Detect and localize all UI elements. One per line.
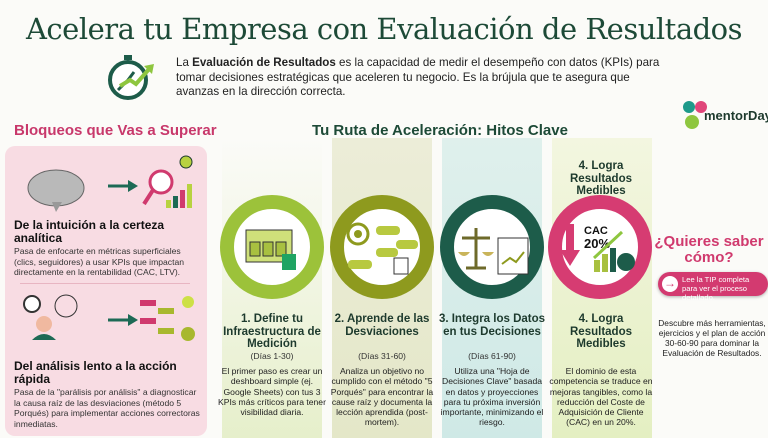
blocker-2-desc: Pasa de la "parálisis por análisis" a di… (14, 387, 200, 429)
scale-document-icon (458, 228, 529, 275)
read-tip-label: Lee la TIP completa para ver el proceso … (682, 275, 750, 302)
step-1-days: (Días 1-30) (250, 351, 294, 361)
arrow-right-icon: → (662, 276, 678, 292)
blocker-1-desc: Pasa de enfocarte en métricas superficia… (14, 246, 185, 277)
step-4-title: 4. Logra Resultados Medibles (570, 313, 632, 350)
mentorday-logo: mentorDay (704, 108, 768, 123)
intro-text: La Evaluación de Resultados es la capaci… (176, 56, 660, 98)
blocker-2-title: Del análisis lento a la acción rápida (14, 359, 177, 386)
compass-growth-icon (108, 55, 154, 100)
cac-percent: 20% (584, 236, 610, 251)
blockers-title: Bloqueos que Vas a Superar (14, 122, 217, 139)
cta-question: ¿Quieres saber cómo? (654, 233, 764, 266)
divider (20, 283, 190, 284)
step-2-days: (Días 31-60) (358, 351, 406, 361)
step-4-top-label: 4. Logra Resultados Medibles (570, 160, 632, 197)
step-2-title: 2. Aprende de las Desviaciones (334, 313, 430, 338)
step-4-desc: El dominio de esta competencia se traduc… (549, 366, 653, 428)
page-title: Acelera tu Empresa con Evaluación de Res… (25, 12, 743, 46)
mentorday-logo-icon (683, 101, 707, 129)
five-whys-icon (346, 222, 418, 275)
step-1-title: 1. Define tu Infraestructura de Medición (223, 313, 321, 350)
dashboard-icon (245, 229, 296, 270)
blocker-1-title: De la intuición a la certeza analítica (14, 218, 165, 245)
step-2-desc: Analiza un objetivo no cumplido con el m… (330, 366, 434, 428)
step-3-days: (Días 61-90) (468, 351, 516, 361)
step-3-desc: Utiliza una "Hoja de Decisiones Clave" b… (440, 366, 544, 428)
route-title: Tu Ruta de Aceleración: Hitos Clave (312, 122, 568, 139)
read-tip-button[interactable]: → Lee la TIP completa para ver el proceso… (658, 272, 768, 302)
brain-to-analytics-icon (27, 155, 193, 212)
cac-reduction-icon: CAC 20% (560, 224, 635, 272)
cta-description: Descubre más herramientas, ejercicios y … (658, 318, 766, 358)
step-1-desc: El primer paso es crear un deshboard sim… (218, 366, 326, 418)
cac-label: CAC (584, 225, 608, 237)
step-3-title: 3. Integra los Datos en tus Decisiones (438, 313, 546, 338)
why-analysis-icon (23, 294, 195, 341)
